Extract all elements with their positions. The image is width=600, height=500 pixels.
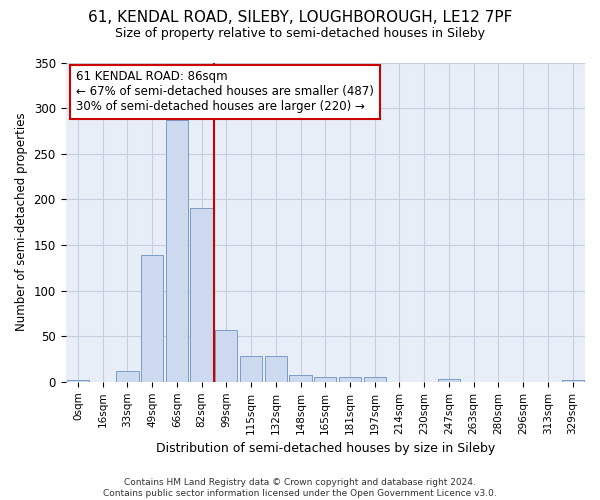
Bar (562, 380, 584, 382)
Bar (364, 378, 386, 382)
Text: Size of property relative to semi-detached houses in Sileby: Size of property relative to semi-detach… (115, 28, 485, 40)
Bar (67, 380, 89, 382)
Bar (438, 379, 460, 382)
Bar (166, 120, 188, 382)
Bar (215, 330, 238, 382)
Text: 61, KENDAL ROAD, SILEBY, LOUGHBOROUGH, LE12 7PF: 61, KENDAL ROAD, SILEBY, LOUGHBOROUGH, L… (88, 10, 512, 25)
Bar (240, 356, 262, 382)
Bar (339, 378, 361, 382)
Bar (190, 208, 213, 382)
Bar (314, 378, 337, 382)
Bar (116, 371, 139, 382)
Bar (289, 374, 311, 382)
Y-axis label: Number of semi-detached properties: Number of semi-detached properties (15, 113, 28, 332)
Text: 61 KENDAL ROAD: 86sqm
← 67% of semi-detached houses are smaller (487)
30% of sem: 61 KENDAL ROAD: 86sqm ← 67% of semi-deta… (76, 70, 374, 114)
Text: Contains HM Land Registry data © Crown copyright and database right 2024.
Contai: Contains HM Land Registry data © Crown c… (103, 478, 497, 498)
Bar (265, 356, 287, 382)
Bar (141, 255, 163, 382)
X-axis label: Distribution of semi-detached houses by size in Sileby: Distribution of semi-detached houses by … (155, 442, 495, 455)
